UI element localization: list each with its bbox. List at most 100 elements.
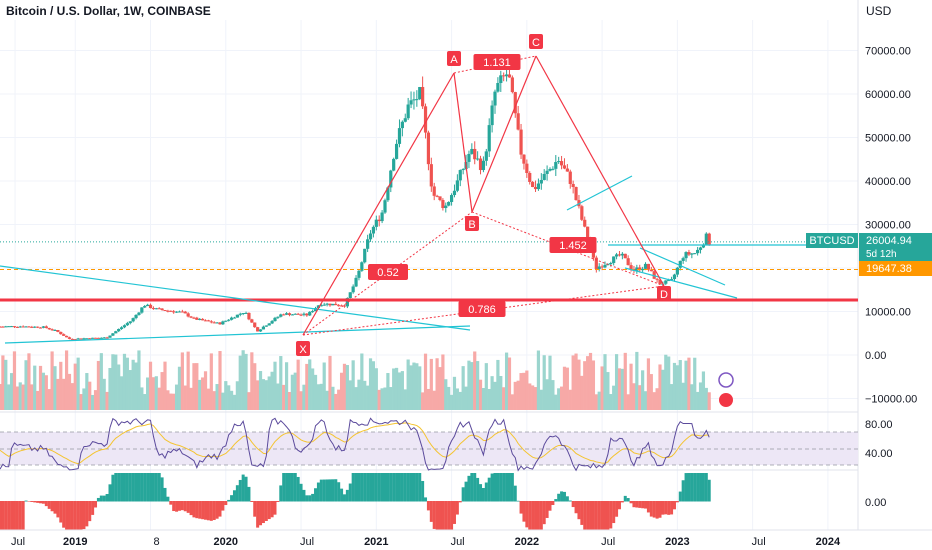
- candle-body: [435, 195, 439, 197]
- pattern-leg: [453, 72, 473, 213]
- candle-body: [143, 306, 147, 308]
- hist-bar: [586, 501, 590, 530]
- volume-bar: [632, 383, 636, 410]
- volume-bar: [531, 385, 535, 410]
- hist-bar: [464, 481, 468, 502]
- currency-label: USD: [866, 4, 892, 18]
- volume-bar: [533, 387, 538, 410]
- volume-bar: [311, 368, 315, 410]
- hist-bar: [479, 484, 483, 502]
- hist-bar: [406, 473, 410, 502]
- volume-bar: [366, 385, 370, 410]
- volume-bar: [154, 376, 158, 410]
- pattern-point-label: C: [532, 37, 540, 49]
- hist-bar: [557, 493, 561, 502]
- candle-body: [490, 105, 494, 126]
- volume-bar: [415, 363, 419, 410]
- candle-body: [137, 312, 141, 315]
- candle-body: [389, 170, 393, 188]
- volume-bar: [470, 362, 474, 410]
- volume-bar: [296, 359, 300, 410]
- candle-body: [241, 313, 245, 315]
- candle-body: [203, 320, 208, 322]
- candle-body: [247, 312, 251, 320]
- volume-bar: [128, 370, 132, 410]
- candle-body: [418, 87, 422, 100]
- trend-line: [639, 247, 726, 286]
- hist-bar: [490, 473, 494, 502]
- volume-bar: [241, 350, 245, 410]
- price-tick-label: 50000.00: [865, 133, 911, 145]
- candle-body: [117, 328, 121, 332]
- volume-bar: [690, 384, 694, 410]
- hist-bar: [496, 473, 500, 502]
- pattern-point-label: D: [660, 289, 668, 301]
- hist-bar: [131, 473, 135, 502]
- candle-body: [331, 303, 335, 306]
- hist-bar: [565, 496, 569, 502]
- candle-body: [681, 258, 685, 261]
- volume-bar: [125, 357, 129, 410]
- candle-body: [701, 244, 706, 248]
- pattern-ratio-label: 0.786: [468, 304, 496, 316]
- hist-bar: [435, 501, 439, 530]
- candle-body: [79, 338, 83, 340]
- volume-bar: [247, 392, 251, 410]
- volume-bar: [47, 389, 51, 410]
- hist-bar: [667, 501, 671, 515]
- hist-bar: [481, 487, 485, 502]
- volume-bar: [612, 385, 616, 410]
- volume-bar: [693, 357, 697, 410]
- volume-bar: [542, 355, 546, 410]
- hist-bar: [661, 501, 665, 515]
- hist-bar: [450, 501, 454, 530]
- hist-bar: [655, 501, 659, 519]
- volume-bar: [195, 363, 199, 410]
- time-tick-label: 2023: [665, 536, 689, 548]
- candle-body: [507, 74, 512, 78]
- candle-body: [499, 75, 503, 84]
- candle-body: [603, 264, 607, 268]
- rsi-line: [0, 417, 710, 472]
- hist-bar: [209, 501, 213, 521]
- candle-body: [397, 128, 402, 144]
- volume-bar: [490, 376, 494, 410]
- candle-body: [502, 75, 506, 77]
- candle-body: [105, 337, 109, 339]
- candle-body: [478, 158, 483, 171]
- hist-bar: [212, 501, 216, 521]
- volume-bar: [276, 383, 280, 410]
- volume-bar: [267, 376, 271, 410]
- volume-bar: [218, 351, 222, 410]
- hist-bar: [704, 473, 708, 502]
- candle-body: [192, 317, 196, 319]
- volume-bar: [377, 389, 381, 410]
- last-price-value: 26004.94: [866, 235, 912, 247]
- candle-body: [256, 327, 260, 332]
- volume-bar: [444, 379, 448, 410]
- volume-bar: [163, 361, 167, 410]
- volume-bar: [681, 382, 685, 410]
- rsi-tick-label: 80.00: [865, 419, 893, 431]
- volume-bar: [704, 387, 708, 410]
- volume-bar: [108, 367, 112, 410]
- hist-bar: [282, 473, 286, 502]
- candle-body: [316, 305, 321, 309]
- candle-body: [308, 311, 312, 316]
- hist-bar: [606, 501, 610, 530]
- volume-bar: [38, 365, 43, 410]
- hist-bar: [664, 501, 668, 515]
- candle-body: [664, 280, 668, 284]
- hist-bar: [250, 501, 254, 502]
- candle-body: [458, 170, 462, 181]
- pattern-ratio-label: 1.131: [483, 57, 511, 69]
- hist-bar: [528, 501, 532, 530]
- hist-bar: [383, 473, 387, 502]
- hist-bar: [620, 501, 624, 503]
- candle-body: [392, 158, 396, 171]
- candle-body: [209, 321, 213, 323]
- hist-bar: [707, 479, 711, 502]
- candle-body: [693, 253, 697, 255]
